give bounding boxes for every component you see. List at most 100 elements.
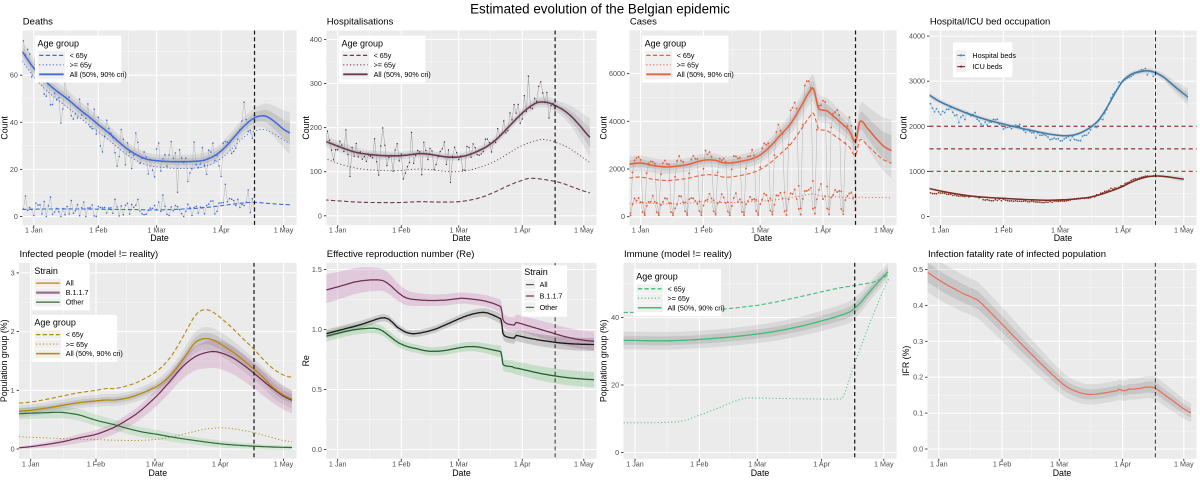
- svg-text:1 Apr: 1 Apr: [815, 225, 832, 234]
- svg-text:1 Feb: 1 Feb: [89, 225, 107, 234]
- svg-text:1 Feb: 1 Feb: [694, 225, 712, 234]
- svg-text:1 Apr: 1 Apr: [514, 460, 531, 469]
- svg-text:Date: Date: [150, 233, 169, 243]
- svg-text:1 May: 1 May: [874, 225, 894, 234]
- svg-text:1 May: 1 May: [574, 460, 594, 469]
- svg-text:Count: Count: [599, 116, 609, 140]
- svg-text:Hospital beds: Hospital beds: [972, 51, 1016, 60]
- svg-text:Date: Date: [452, 233, 471, 243]
- svg-text:3: 3: [11, 268, 15, 277]
- svg-text:1 Mar: 1 Mar: [146, 460, 165, 469]
- svg-text:1 Feb: 1 Feb: [392, 225, 410, 234]
- svg-text:3000: 3000: [909, 77, 925, 86]
- svg-text:1 Mar: 1 Mar: [450, 460, 469, 469]
- svg-text:Deaths: Deaths: [23, 17, 53, 28]
- svg-text:40: 40: [611, 313, 619, 322]
- svg-text:4000: 4000: [609, 117, 625, 126]
- svg-text:Date: Date: [754, 233, 773, 243]
- svg-text:1 Mar: 1 Mar: [1051, 225, 1070, 234]
- svg-text:0.2: 0.2: [913, 373, 923, 382]
- svg-text:Infection fatality rate of inf: Infection fatality rate of infected popu…: [928, 249, 1106, 260]
- svg-text:1 Feb: 1 Feb: [994, 225, 1012, 234]
- svg-text:1 May: 1 May: [574, 225, 594, 234]
- svg-text:300: 300: [310, 79, 322, 88]
- svg-text:1 Mar: 1 Mar: [147, 225, 166, 234]
- svg-text:1 Apr: 1 Apr: [813, 460, 830, 469]
- svg-text:Count: Count: [0, 116, 9, 140]
- svg-text:1.0: 1.0: [312, 325, 322, 334]
- svg-text:1 May: 1 May: [874, 460, 894, 469]
- svg-text:Age group: Age group: [38, 38, 80, 48]
- svg-text:< 65y: < 65y: [374, 51, 392, 60]
- svg-text:Population group (%): Population group (%): [599, 319, 609, 402]
- svg-text:1 Jan: 1 Jan: [626, 460, 644, 469]
- svg-text:Infected people (model != real: Infected people (model != reality): [20, 249, 159, 260]
- svg-text:Date: Date: [1054, 233, 1073, 243]
- svg-text:1 Mar: 1 Mar: [751, 225, 770, 234]
- svg-text:All (50%, 90% cri): All (50%, 90% cri): [70, 70, 127, 79]
- svg-text:60: 60: [10, 71, 18, 80]
- svg-text:Estimated evolution of the Bel: Estimated evolution of the Belgian epide…: [470, 2, 730, 17]
- svg-text:B.1.1.7: B.1.1.7: [540, 292, 563, 301]
- svg-text:1 Jan: 1 Jan: [329, 460, 347, 469]
- svg-text:0: 0: [14, 212, 18, 221]
- svg-text:< 65y: < 65y: [70, 51, 88, 60]
- svg-text:6000: 6000: [609, 69, 625, 78]
- svg-text:1 Apr: 1 Apr: [1115, 225, 1132, 234]
- svg-text:< 65y: < 65y: [677, 51, 695, 60]
- svg-text:Strain: Strain: [34, 266, 58, 276]
- svg-text:Strain: Strain: [524, 267, 548, 277]
- svg-text:1 Mar: 1 Mar: [450, 225, 469, 234]
- svg-text:40: 40: [10, 118, 18, 127]
- svg-text:0.3: 0.3: [913, 337, 923, 346]
- svg-text:Effective reproduction number: Effective reproduction number (Re): [327, 249, 475, 260]
- svg-text:Other: Other: [66, 298, 85, 307]
- svg-text:Date: Date: [149, 468, 168, 478]
- svg-text:Age group: Age group: [645, 38, 687, 48]
- svg-text:< 65y: < 65y: [668, 284, 686, 293]
- svg-text:1 Apr: 1 Apr: [213, 225, 230, 234]
- svg-text:All: All: [540, 280, 548, 289]
- svg-text:Date: Date: [452, 468, 471, 478]
- svg-text:1 Feb: 1 Feb: [993, 460, 1011, 469]
- svg-text:1 Mar: 1 Mar: [1050, 460, 1069, 469]
- svg-text:>= 65y: >= 65y: [66, 340, 88, 349]
- svg-text:0.0: 0.0: [913, 445, 923, 454]
- svg-text:ICU beds: ICU beds: [972, 62, 1002, 71]
- svg-text:Immune (model != reality): Immune (model != reality): [624, 249, 732, 260]
- svg-text:1 May: 1 May: [1174, 225, 1194, 234]
- svg-text:Cases: Cases: [630, 17, 657, 28]
- svg-text:1 May: 1 May: [1174, 460, 1194, 469]
- svg-text:1 Jan: 1 Jan: [25, 225, 43, 234]
- svg-text:Other: Other: [540, 303, 559, 312]
- svg-text:1 May: 1 May: [274, 225, 294, 234]
- svg-text:>= 65y: >= 65y: [677, 60, 699, 69]
- svg-text:0: 0: [11, 445, 15, 454]
- svg-text:0.1: 0.1: [913, 409, 923, 418]
- svg-text:100: 100: [310, 167, 322, 176]
- svg-text:1 Jan: 1 Jan: [632, 225, 650, 234]
- svg-text:0.0: 0.0: [312, 445, 322, 454]
- svg-text:Population group (%): Population group (%): [0, 319, 9, 402]
- svg-text:0: 0: [318, 211, 322, 220]
- svg-text:4000: 4000: [909, 32, 925, 41]
- svg-text:1 Apr: 1 Apr: [514, 225, 531, 234]
- svg-text:0.4: 0.4: [913, 301, 923, 310]
- svg-text:1 Apr: 1 Apr: [1114, 460, 1131, 469]
- svg-text:B.1.1.7: B.1.1.7: [66, 288, 89, 297]
- svg-text:>= 65y: >= 65y: [374, 60, 396, 69]
- svg-text:Hospital/ICU bed occupation: Hospital/ICU bed occupation: [930, 17, 1050, 28]
- svg-text:1.5: 1.5: [312, 265, 322, 274]
- svg-text:1 Feb: 1 Feb: [392, 460, 410, 469]
- svg-text:Hospitalisations: Hospitalisations: [327, 17, 394, 28]
- svg-text:IFR (%): IFR (%): [901, 346, 911, 376]
- svg-text:Age group: Age group: [34, 318, 76, 328]
- svg-text:Re: Re: [301, 355, 311, 366]
- svg-text:All (50%, 90% cri): All (50%, 90% cri): [374, 70, 431, 79]
- svg-text:0.5: 0.5: [312, 385, 322, 394]
- svg-text:200: 200: [310, 123, 322, 132]
- svg-text:Count: Count: [301, 116, 311, 140]
- svg-text:400: 400: [310, 35, 322, 44]
- svg-text:>= 65y: >= 65y: [70, 60, 92, 69]
- svg-text:2000: 2000: [609, 165, 625, 174]
